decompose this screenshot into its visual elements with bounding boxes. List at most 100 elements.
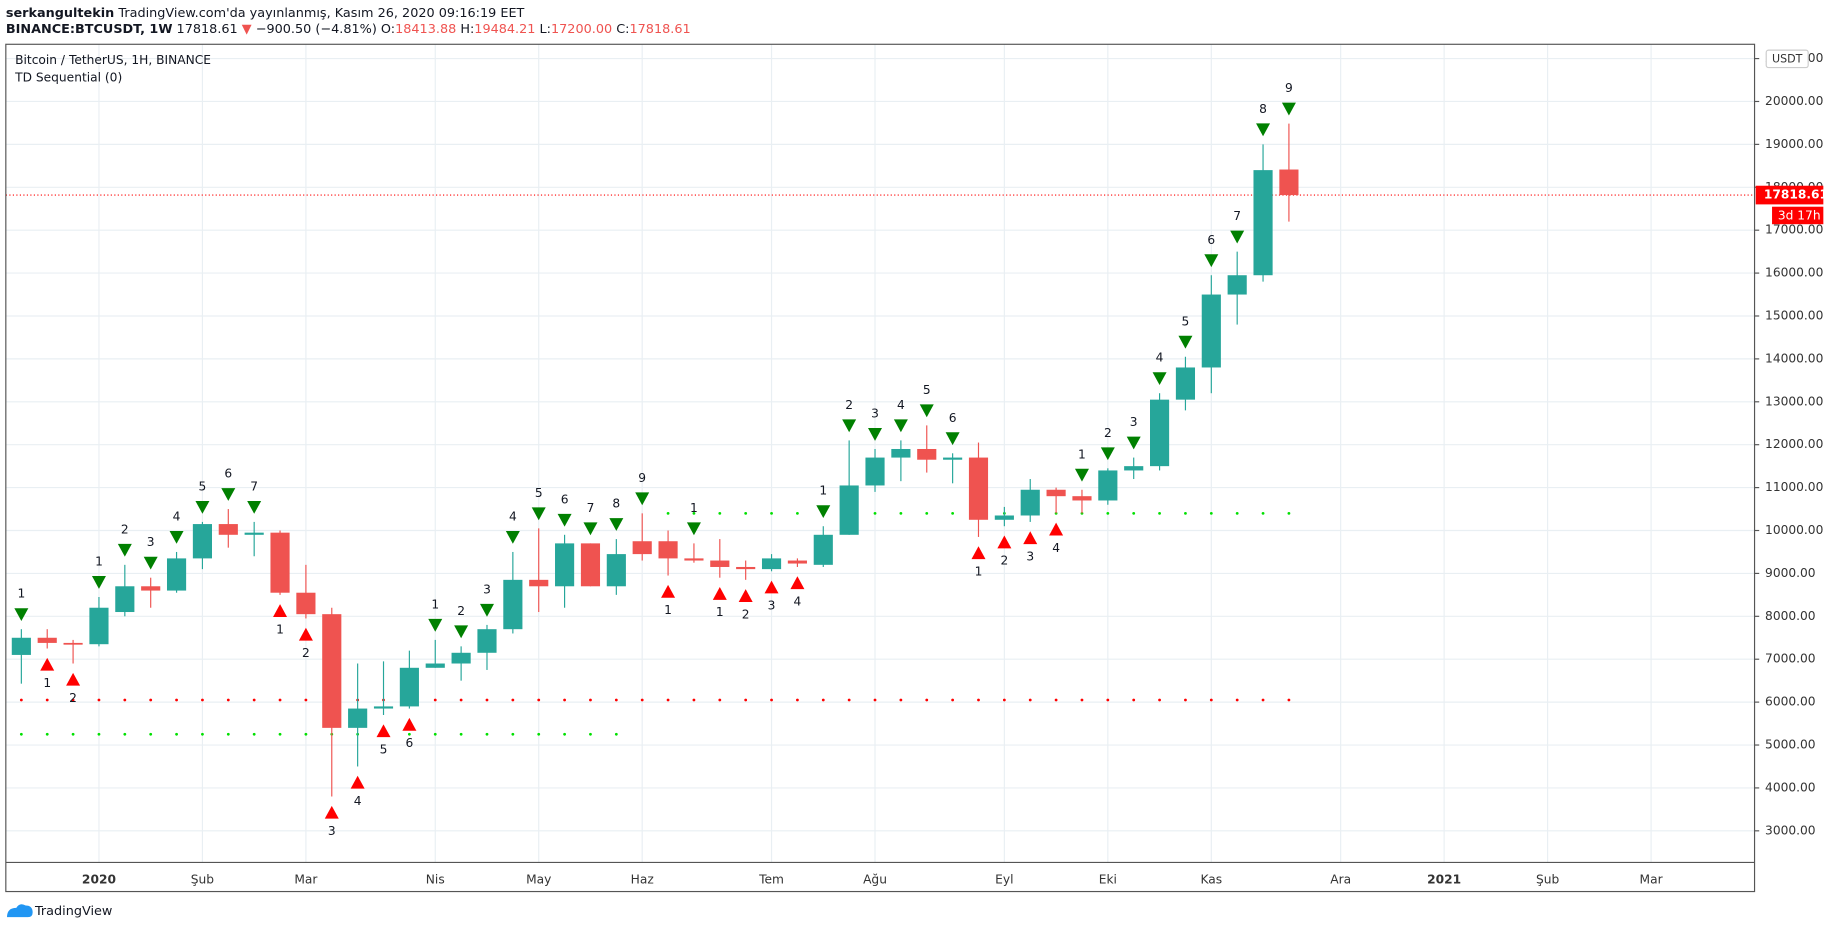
candle-body bbox=[373, 706, 394, 709]
level-dot bbox=[511, 698, 515, 702]
x-tick-label: Mar bbox=[294, 872, 318, 886]
y-tick-label: 3000.00 bbox=[1765, 823, 1816, 837]
level-dot bbox=[19, 732, 23, 736]
level-dot bbox=[796, 511, 799, 515]
level-dot bbox=[1261, 698, 1265, 702]
grid bbox=[5, 44, 1755, 863]
td-sell-marker bbox=[1256, 123, 1271, 137]
high: 19484.21 bbox=[474, 22, 535, 37]
td-sell-marker bbox=[14, 608, 29, 622]
level-dot bbox=[1028, 698, 1032, 702]
td-sell-count: 4 bbox=[1156, 351, 1164, 365]
change: −900.50 (−4.81%) bbox=[256, 22, 377, 37]
y-tick-label: 13000.00 bbox=[1765, 394, 1823, 408]
candle-body bbox=[1253, 170, 1273, 276]
td-buy-count: 3 bbox=[768, 599, 776, 613]
level-dot bbox=[925, 511, 929, 515]
td-sell-marker bbox=[1126, 436, 1141, 450]
x-tick-label: Ağu bbox=[863, 872, 887, 886]
td-sell-count: 1 bbox=[17, 587, 25, 601]
level-dot bbox=[951, 698, 955, 702]
x-tick-label: Nis bbox=[426, 872, 445, 886]
td-sell-marker bbox=[117, 543, 132, 557]
td-sell-count: 3 bbox=[1130, 415, 1138, 429]
td-buy-count: 1 bbox=[975, 564, 983, 578]
td-buy-marker bbox=[764, 580, 779, 594]
y-tick-label: 14000.00 bbox=[1765, 351, 1823, 365]
td-sell-count: 4 bbox=[509, 509, 517, 523]
td-sell-marker bbox=[221, 488, 236, 501]
td-sell-count: 2 bbox=[845, 398, 853, 412]
level-dot bbox=[666, 698, 670, 702]
y-tick-label: 15000.00 bbox=[1765, 308, 1823, 322]
x-tick-label: Kas bbox=[1200, 872, 1222, 886]
footer: TradingView bbox=[6, 904, 112, 919]
candle-body bbox=[399, 667, 419, 707]
published: TradingView.com'da yayınlanmış, Kasım 26… bbox=[117, 5, 524, 20]
x-tick-label: Tem bbox=[758, 872, 784, 886]
td-sell-marker bbox=[1281, 102, 1296, 116]
level-dot bbox=[899, 698, 903, 702]
candle-body bbox=[1072, 496, 1092, 501]
level-dot bbox=[718, 511, 722, 515]
td-buy-count: 1 bbox=[276, 622, 284, 636]
level-dot bbox=[252, 732, 256, 736]
candle-body bbox=[425, 663, 445, 668]
candle-body bbox=[813, 534, 833, 565]
level-dot bbox=[407, 732, 411, 736]
td-buy-marker bbox=[40, 657, 55, 671]
h-label: H: bbox=[460, 22, 474, 37]
td-buy-marker bbox=[712, 587, 727, 600]
td-sell-count: 2 bbox=[457, 604, 465, 618]
level-dot bbox=[925, 698, 929, 702]
y-tick-label: 12000.00 bbox=[1765, 437, 1823, 451]
td-sell-marker bbox=[686, 522, 701, 536]
y-tick-label: 19000.00 bbox=[1765, 137, 1823, 151]
change-arrow: ▼ bbox=[242, 22, 252, 37]
author: serkangultekin bbox=[6, 5, 114, 20]
td-sell-marker bbox=[1074, 468, 1089, 482]
level-dot bbox=[1287, 698, 1291, 702]
td-buy-count: 2 bbox=[302, 646, 310, 660]
level-dot bbox=[589, 732, 592, 736]
level-dot bbox=[226, 732, 230, 736]
td-sell-count: 1 bbox=[819, 484, 827, 498]
td-buy-marker bbox=[997, 535, 1012, 549]
level-dot bbox=[951, 511, 955, 515]
level-dot bbox=[614, 698, 618, 702]
level-dot bbox=[821, 698, 825, 702]
td-sell-count: 8 bbox=[612, 497, 620, 511]
candle-body bbox=[658, 541, 678, 559]
svg-text:BINANCE:BTCUSDT, 1W 17818.61: BINANCE:BTCUSDT, 1W 17818.61 ▼ −900.50 (… bbox=[6, 22, 691, 37]
level-dot bbox=[640, 698, 644, 702]
level-dot bbox=[123, 698, 127, 702]
candle-body bbox=[529, 579, 549, 587]
candle-body bbox=[736, 566, 756, 570]
svg-text:serkangultekin TradingView.com: serkangultekin TradingView.com'da yayınl… bbox=[6, 5, 525, 20]
candle-body bbox=[787, 560, 807, 564]
td-buy-count: 4 bbox=[354, 794, 362, 808]
y-tick-label: 8000.00 bbox=[1765, 609, 1816, 623]
level-dot bbox=[149, 732, 153, 736]
td-buy-marker bbox=[298, 627, 313, 641]
candle-body bbox=[943, 457, 963, 460]
candle-body bbox=[1098, 470, 1118, 501]
td-sell-marker bbox=[1152, 372, 1167, 386]
td-sell-count: 7 bbox=[1233, 209, 1241, 223]
level-dot bbox=[201, 732, 204, 736]
td-sell-count: 6 bbox=[561, 492, 569, 506]
level-dot bbox=[71, 732, 75, 736]
candle-body bbox=[477, 629, 497, 653]
candle-body bbox=[994, 515, 1014, 520]
td-sell-count: 1 bbox=[95, 555, 103, 569]
level-dot bbox=[278, 698, 282, 702]
level-dot bbox=[537, 698, 541, 702]
level-dot bbox=[278, 732, 282, 736]
td-sell-count: 1 bbox=[1078, 447, 1086, 461]
level-dot bbox=[175, 698, 178, 702]
td-sell-marker bbox=[428, 618, 443, 632]
last-price-label: 17818.61 bbox=[1764, 188, 1828, 202]
y-tick-label: 17000.00 bbox=[1765, 223, 1823, 237]
